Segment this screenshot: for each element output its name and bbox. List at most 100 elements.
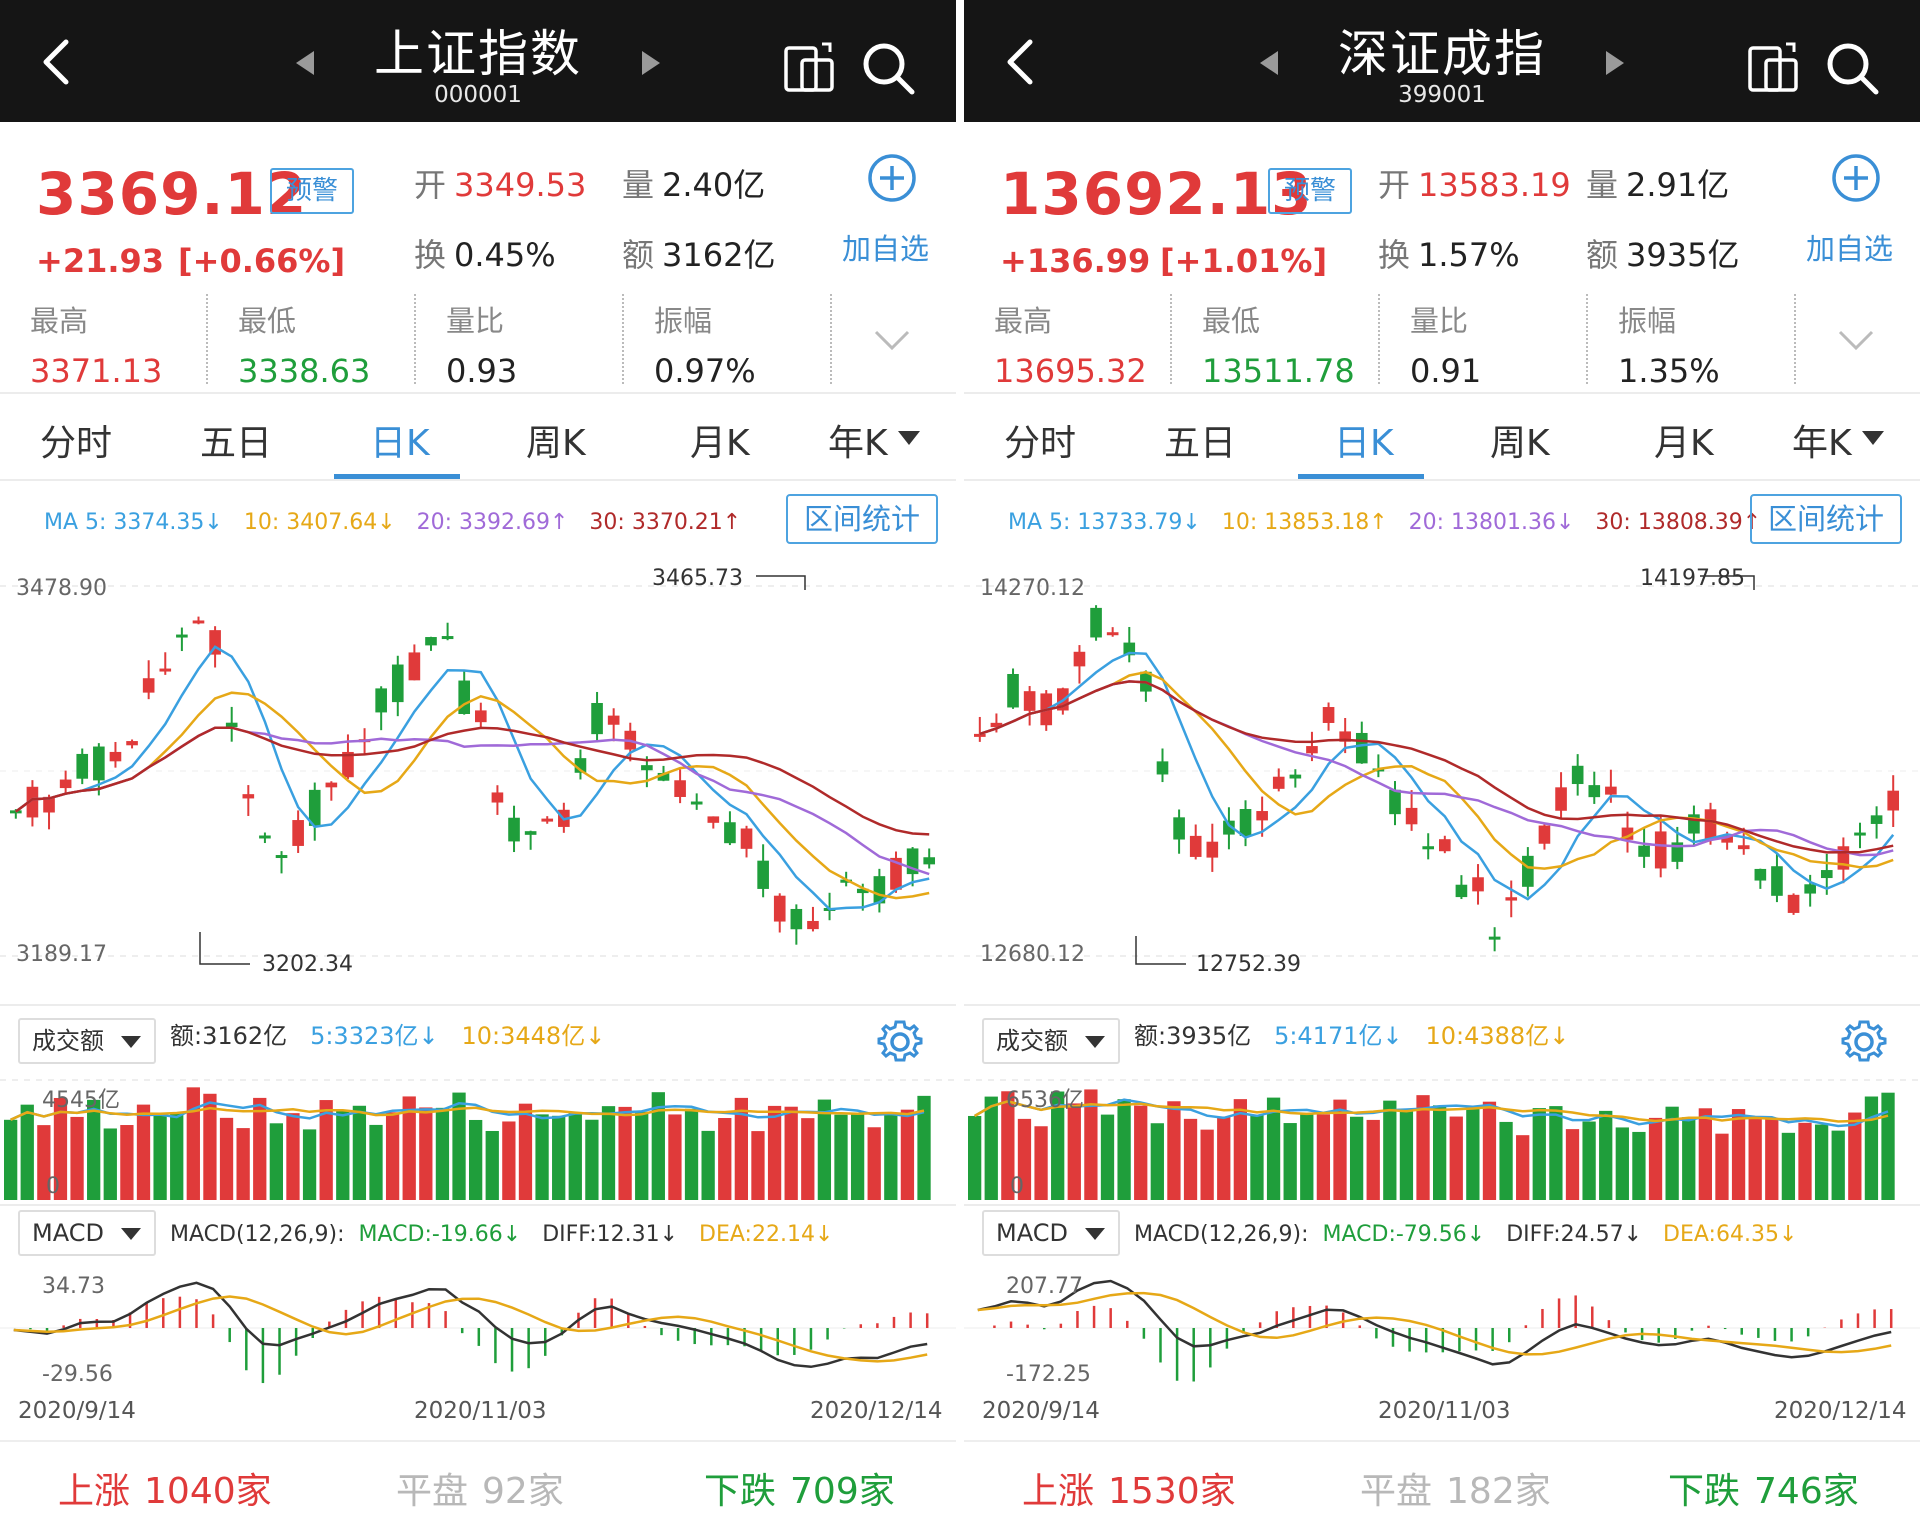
add-watchlist-button[interactable]: 加自选	[842, 232, 930, 266]
stat-separator	[414, 294, 416, 384]
search-icon[interactable]	[858, 38, 918, 98]
candle-body	[1771, 866, 1783, 896]
kline-axis-top: 14270.12	[980, 576, 1085, 601]
volume-bar	[319, 1100, 333, 1200]
volume-bar	[53, 1097, 68, 1200]
add-circle-icon[interactable]	[866, 152, 918, 204]
tab-period[interactable]: 五日	[200, 423, 273, 464]
back-arrow-icon[interactable]	[30, 32, 90, 92]
volume-bar	[968, 1115, 982, 1200]
volume-bar	[1333, 1099, 1347, 1200]
volume-bar	[1814, 1124, 1829, 1200]
tab-period[interactable]: 分时	[40, 423, 113, 464]
tab-period[interactable]: 年K	[1792, 423, 1852, 464]
candlestick-chart[interactable]	[964, 556, 1920, 986]
volume-bar	[1266, 1097, 1281, 1200]
tab-period[interactable]: 日K	[370, 423, 430, 464]
volume-bar	[1300, 1113, 1314, 1200]
volume-bar	[1183, 1118, 1198, 1200]
moving-average-line	[979, 651, 1895, 901]
macd-chart[interactable]	[964, 1262, 1920, 1394]
range-stats-button[interactable]: 区间统计	[786, 494, 938, 544]
turnover-label: 换	[414, 236, 447, 274]
tab-period[interactable]: 周K	[526, 423, 586, 464]
open-label: 开	[1378, 166, 1411, 204]
candle-body	[1870, 815, 1883, 824]
candle-body	[1588, 785, 1601, 798]
back-arrow-icon[interactable]	[994, 32, 1054, 92]
range-stats-button[interactable]: 区间统计	[1750, 494, 1902, 544]
volume-bar	[884, 1114, 898, 1200]
candle-body	[10, 810, 22, 814]
chevron-down-icon[interactable]	[872, 328, 912, 352]
macd-value: MACD:-79.56↓	[1322, 1222, 1486, 1247]
up-count: 1040家	[144, 1471, 272, 1512]
macd-legend: MACD(12,26,9): MACD:-79.56↓ DIFF:24.57↓ …	[1134, 1222, 1797, 1247]
candle-body	[508, 817, 520, 842]
volume-bar	[369, 1124, 383, 1200]
candle-body	[707, 816, 720, 823]
candle-body	[1555, 787, 1567, 811]
tab-period[interactable]: 分时	[1004, 423, 1077, 464]
caret-down-icon[interactable]	[1860, 428, 1886, 448]
next-triangle-icon[interactable]	[1602, 48, 1628, 78]
volume-average-line	[10, 1106, 925, 1121]
tab-period[interactable]: 月K	[1654, 423, 1714, 464]
volume-bar	[103, 1128, 117, 1200]
volume-bar	[502, 1121, 516, 1200]
tab-period[interactable]: 月K	[690, 423, 750, 464]
tab-period[interactable]: 日K	[1334, 423, 1394, 464]
open-field: 开 3349.53	[414, 160, 586, 206]
volume-ma5: 5:3323亿↓	[310, 1022, 439, 1050]
macd-axis-bottom: -29.56	[42, 1362, 113, 1387]
volume-bar	[552, 1115, 566, 1200]
volume-bar	[286, 1113, 300, 1200]
volume-bar	[1632, 1131, 1646, 1200]
alert-button[interactable]: 预警	[1268, 168, 1352, 214]
alert-button[interactable]: 预警	[270, 168, 354, 214]
volume-chart[interactable]	[964, 1076, 1920, 1200]
moving-average-line	[979, 680, 1894, 854]
stat-value: 3338.63	[238, 352, 371, 390]
tab-period[interactable]: 五日	[1164, 423, 1237, 464]
stat-separator	[1794, 294, 1796, 384]
candle-body	[425, 637, 437, 646]
volume-bar	[70, 1116, 84, 1200]
volume-indicator-select[interactable]: 成交额	[18, 1018, 156, 1064]
add-circle-icon[interactable]	[1830, 152, 1882, 204]
macd-chart[interactable]	[0, 1262, 956, 1394]
volume-bar	[469, 1119, 483, 1200]
macd-axis-top: 34.73	[42, 1274, 105, 1299]
prev-triangle-icon[interactable]	[292, 48, 318, 78]
price-change-percent: [+0.66%]	[178, 242, 346, 280]
candle-body	[1671, 842, 1684, 862]
volume-chart[interactable]	[0, 1076, 956, 1200]
landscape-icon[interactable]	[782, 40, 838, 96]
volume-indicator-select[interactable]: 成交额	[982, 1018, 1120, 1064]
candle-body	[292, 820, 304, 846]
dea-line	[977, 1291, 1892, 1356]
candle-body	[259, 835, 271, 839]
add-watchlist-button[interactable]: 加自选	[1806, 232, 1894, 266]
next-triangle-icon[interactable]	[638, 48, 664, 78]
volume-bar	[784, 1106, 798, 1200]
turnover-field: 换 0.45%	[414, 230, 556, 276]
landscape-icon[interactable]	[1746, 40, 1802, 96]
price-change: +21.93	[36, 242, 165, 280]
candlestick-chart[interactable]	[0, 556, 956, 986]
index-title: 深证成指	[1338, 25, 1546, 83]
prev-triangle-icon[interactable]	[1256, 48, 1282, 78]
gear-icon[interactable]	[876, 1018, 924, 1066]
candle-body	[1256, 811, 1268, 821]
tab-period[interactable]: 年K	[828, 423, 888, 464]
search-icon[interactable]	[1822, 38, 1882, 98]
chevron-down-icon[interactable]	[1836, 328, 1876, 352]
tab-period[interactable]: 周K	[1490, 423, 1550, 464]
volume-bar	[801, 1118, 815, 1200]
macd-indicator-select[interactable]: MACD	[18, 1210, 156, 1256]
volume-bar	[1499, 1121, 1513, 1200]
caret-down-icon[interactable]	[896, 428, 922, 448]
macd-indicator-select[interactable]: MACD	[982, 1210, 1120, 1256]
stat-cell: 最高 3371.13	[30, 298, 230, 390]
gear-icon[interactable]	[1840, 1018, 1888, 1066]
